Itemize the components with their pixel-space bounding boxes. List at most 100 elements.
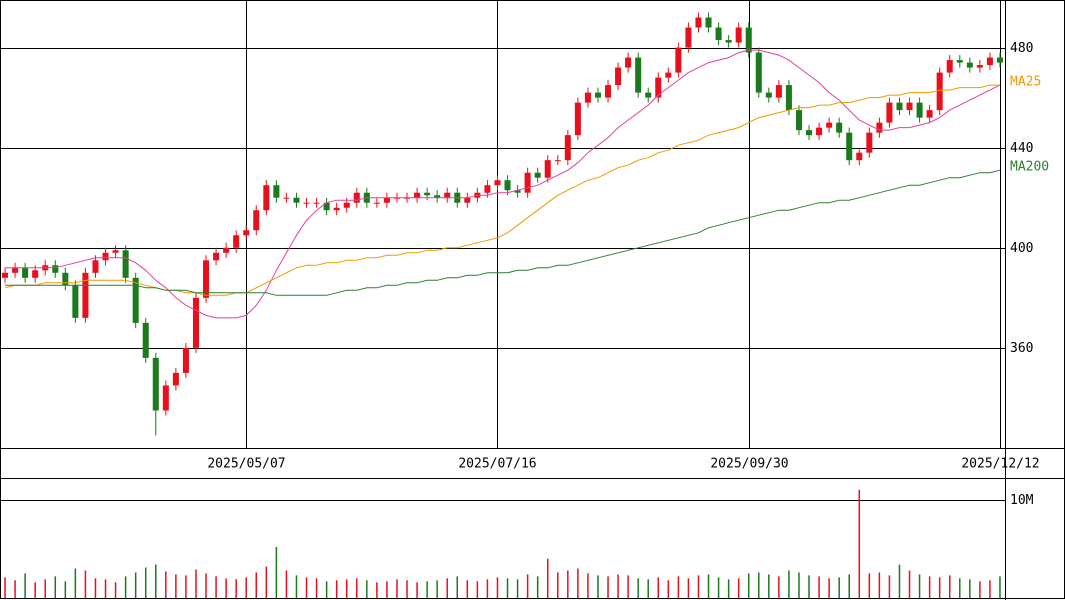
candle-body (876, 122, 883, 133)
volume-bar (426, 581, 428, 598)
volume-bar (265, 566, 268, 598)
candle-body (755, 52, 762, 93)
volume-bar (687, 578, 690, 598)
candle-body (896, 102, 903, 111)
volume-bar (868, 573, 871, 598)
volume-bar (969, 579, 971, 598)
volume-bar (818, 576, 820, 598)
legend-label: MA200 (1010, 160, 1049, 175)
volume-bar (667, 580, 670, 598)
volume-bar (315, 578, 318, 598)
volume-bar (878, 572, 881, 598)
candle-body (233, 235, 240, 248)
candle-body (795, 110, 802, 131)
volume-bar (476, 581, 479, 598)
x-tick-label: 2025/05/07 (207, 457, 285, 472)
candle-body (504, 180, 511, 191)
volume-bar (597, 575, 599, 598)
candle-body (122, 250, 129, 278)
volume-bar (275, 546, 278, 598)
volume-bar (677, 576, 680, 598)
volume-bar (768, 574, 770, 598)
volume-bar (114, 582, 117, 598)
volume-bar (607, 576, 609, 598)
volume-bar (778, 576, 780, 598)
candle-body (625, 57, 632, 68)
candle-body (594, 92, 601, 98)
candle-body (263, 185, 270, 211)
candle-body (916, 102, 923, 118)
candle-body (293, 197, 300, 203)
candle-body (182, 347, 189, 373)
candle-body (986, 57, 993, 66)
candle-body (303, 202, 310, 204)
candle-body (745, 27, 752, 53)
volume-bar (627, 575, 629, 598)
candle-body (72, 285, 79, 318)
candle-body (514, 190, 521, 193)
volume-bar (4, 577, 6, 598)
volume-bar (235, 579, 237, 598)
volume-bar (989, 580, 991, 598)
candle-body (765, 92, 772, 98)
volume-bar (165, 571, 167, 598)
volume-bar (24, 573, 26, 598)
volume-bar (14, 580, 16, 598)
volume-bar (446, 578, 448, 598)
volume-bar (144, 567, 147, 598)
candle-body (856, 152, 863, 161)
volume-bar (134, 572, 137, 598)
candle-body (152, 357, 159, 411)
candle-body (313, 202, 320, 204)
candle-body (223, 247, 230, 253)
candle-body (826, 122, 833, 128)
candle-body (102, 252, 109, 261)
candle-body (373, 202, 380, 204)
volume-bar (808, 575, 810, 598)
candle-body (715, 27, 722, 41)
volume-bar (737, 578, 740, 598)
candle-body (685, 27, 692, 48)
candle-body (996, 57, 1003, 63)
candle-body (534, 172, 541, 178)
volume-bar (245, 577, 247, 598)
candle-body (464, 197, 471, 203)
volume-bar (557, 572, 559, 598)
volume-bar (908, 570, 911, 598)
candle-body (946, 60, 953, 73)
candle-body (866, 132, 873, 153)
candle-body (404, 197, 411, 199)
candle-body (353, 192, 360, 203)
candle-body (816, 127, 823, 136)
candle-body (243, 230, 250, 236)
candle-body (806, 130, 813, 136)
volume-bar (838, 577, 840, 598)
volume-bar (205, 573, 207, 598)
candle-body (192, 297, 199, 348)
candle-body (705, 17, 712, 28)
volume-bar (74, 568, 77, 598)
volume-bar (124, 576, 127, 598)
volume-bar (54, 576, 57, 598)
volume-bar (34, 582, 36, 598)
volume-bar (104, 579, 107, 598)
volume-bar (727, 579, 730, 598)
volume-bar (436, 580, 438, 598)
candle-body (132, 277, 139, 323)
volume-bar (366, 580, 368, 598)
ma-line (5, 169, 1001, 296)
candle-body (655, 77, 662, 98)
y-tick-label: 480 (1010, 41, 1033, 56)
candle-body (966, 62, 973, 68)
volume-bar (938, 577, 941, 598)
volume-bar (979, 581, 981, 598)
volume-bar (325, 581, 328, 598)
volume-bar (697, 575, 700, 598)
candle-body (444, 192, 451, 198)
candle-body (695, 17, 702, 28)
candle-body (936, 72, 943, 111)
volume-bar (848, 574, 850, 598)
candle-body (414, 192, 421, 198)
volume-bar (466, 580, 469, 598)
volume-bar (506, 578, 509, 598)
